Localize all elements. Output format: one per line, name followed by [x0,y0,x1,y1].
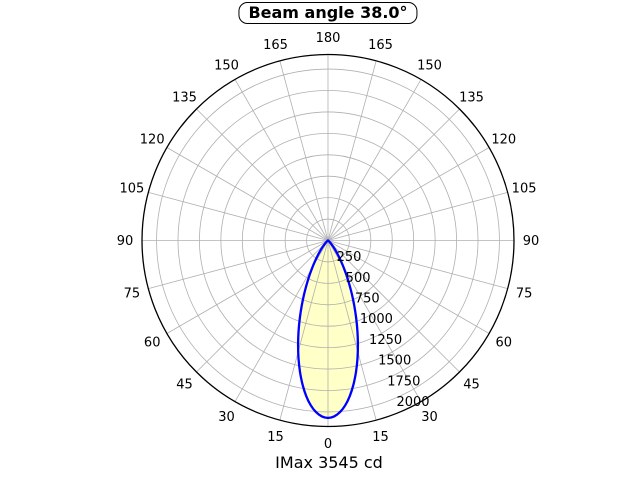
polar-grid-ray [327,147,490,241]
polar-grid-ray [327,240,460,373]
angle-tick-label: 135 [172,91,197,106]
angle-tick-label: 120 [491,133,516,148]
radial-tick-label: 1250 [369,333,402,348]
angle-tick-label: 165 [263,38,288,53]
radial-tick-label: 1750 [387,374,420,389]
angle-tick-label: 15 [372,430,389,445]
polar-grid-ray [166,147,329,241]
polar-axis-circle [141,53,515,428]
angle-tick-label: 0 [324,437,332,452]
angle-tick-label: 90 [117,234,134,249]
angle-tick-label: 60 [496,336,513,351]
polar-grid-circle [306,218,350,263]
angle-tick-label: 75 [124,287,141,302]
polar-grid-ray [327,240,490,334]
polar-grid-circle [220,132,436,349]
angle-tick-label: 150 [417,58,442,73]
imax-label: IMax 3545 cd [275,453,383,472]
angle-tick-label: 165 [368,38,393,53]
radial-tick-label: 1500 [378,354,411,369]
polar-grid-ray [148,191,329,241]
angle-tick-label: 180 [316,31,341,46]
polar-grid-circle [241,154,415,327]
angle-tick-label: 90 [523,234,540,249]
angle-tick-label: 60 [144,336,161,351]
chart-title-box: Beam angle 38.0° [238,2,418,24]
radial-tick-label: 250 [337,250,362,265]
angle-tick-label: 135 [459,91,484,106]
radial-tick-label: 2000 [396,395,429,410]
angle-tick-label: 30 [218,410,235,425]
polar-grid-ray [327,240,377,421]
polar-grid-ray [196,108,329,241]
angle-tick-label: 45 [463,378,480,393]
angle-tick-label: 75 [516,287,533,302]
angle-tick-label: 30 [421,410,438,425]
polar-grid-ray [196,240,329,373]
polar-grid-circle [284,197,372,284]
polar-grid-ray [327,108,460,241]
polar-grid-ray [234,79,329,241]
angle-tick-label: 45 [176,378,193,393]
polar-grid-circle [177,90,479,391]
polar-grid-circle [156,68,500,413]
radial-tick-label: 500 [346,271,371,286]
polar-grid-ray [327,79,422,241]
radial-tick-label: 1000 [360,312,393,327]
polar-grid-ray [327,240,508,290]
beam-curve [296,239,360,420]
radial-tick-label: 750 [355,291,380,306]
angle-tick-label: 105 [119,182,144,197]
angle-tick-label: 150 [214,58,239,73]
polar-grid-ray [279,60,329,241]
polar-grid-circle [263,175,393,306]
polar-grid-ray [327,191,508,241]
polar-grid-ray [279,240,329,421]
polar-grid-ray [166,240,329,334]
polar-grid-circle [199,111,457,370]
polar-grid-ray [148,240,329,290]
polar-grid-ray [327,60,377,241]
angle-tick-label: 120 [140,133,165,148]
chart-title: Beam angle 38.0° [248,3,408,22]
angle-tick-label: 15 [267,430,284,445]
angle-tick-label: 105 [512,182,537,197]
